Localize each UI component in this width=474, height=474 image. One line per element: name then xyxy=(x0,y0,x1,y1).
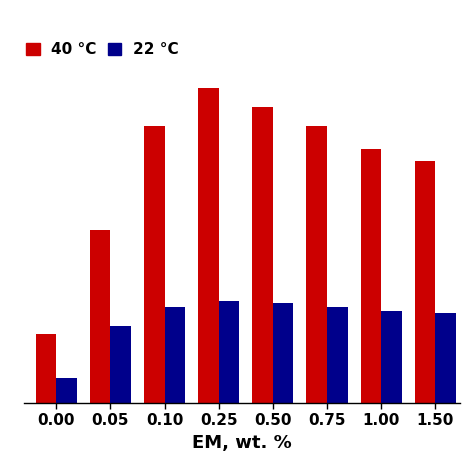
Bar xyxy=(36,334,56,403)
Bar xyxy=(144,126,164,403)
Bar xyxy=(252,107,273,403)
X-axis label: EM, wt. %: EM, wt. % xyxy=(192,434,292,452)
Bar xyxy=(273,303,293,403)
Legend: 40 °C, 22 °C: 40 °C, 22 °C xyxy=(22,37,182,61)
Bar xyxy=(56,378,77,403)
Bar xyxy=(110,326,131,403)
Bar xyxy=(90,230,110,403)
Bar xyxy=(436,313,456,403)
Bar xyxy=(415,161,436,403)
Bar xyxy=(381,310,402,403)
Bar xyxy=(307,126,327,403)
Bar xyxy=(361,149,381,403)
Bar xyxy=(327,307,347,403)
Bar xyxy=(219,301,239,403)
Bar xyxy=(164,307,185,403)
Bar xyxy=(198,88,219,403)
